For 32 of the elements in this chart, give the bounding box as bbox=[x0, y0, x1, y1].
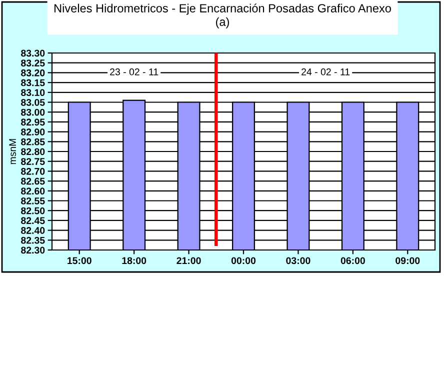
y-tick-label: 82.35 bbox=[21, 236, 45, 244]
y-tick-label: 83.10 bbox=[21, 89, 45, 96]
annotation: 23 - 02 - 11 bbox=[110, 68, 158, 76]
y-tick-label: 83.30 bbox=[21, 50, 45, 57]
y-tick-label: 82.40 bbox=[21, 227, 45, 234]
chart-title: Niveles Hidrometricos - Eje Encarnación Posadas Grafico Anexo (a) bbox=[54, 4, 391, 28]
y-tick-label: 83.15 bbox=[21, 79, 45, 86]
y-tick-label: 82.80 bbox=[21, 148, 45, 156]
y-tick-label: 83.20 bbox=[21, 69, 45, 76]
x-tick-label: 21:00 bbox=[176, 257, 201, 264]
y-tick-label: 82.45 bbox=[21, 217, 45, 224]
x-tick-label: 15:00 bbox=[68, 257, 92, 264]
annotation: 24 - 02 - 11 bbox=[302, 68, 350, 76]
x-tick-label: 06:00 bbox=[340, 257, 365, 264]
y-tick-label: 83.05 bbox=[21, 98, 45, 106]
x-tick-label: 09:00 bbox=[396, 257, 420, 264]
y-tick-label: 82.95 bbox=[21, 118, 45, 126]
y-tick-label: 82.85 bbox=[21, 138, 45, 146]
y-tick-label: 83.25 bbox=[21, 60, 45, 66]
y-tick-label: 82.70 bbox=[21, 168, 45, 175]
y-tick-label: 82.65 bbox=[21, 178, 45, 185]
x-tick-label: 03:00 bbox=[286, 257, 310, 264]
y-tick-label: 82.30 bbox=[21, 246, 45, 254]
y-tick-label: 82.55 bbox=[21, 197, 45, 204]
y-tick-label: 82.90 bbox=[21, 128, 45, 136]
x-tick-label: 18:00 bbox=[122, 257, 146, 264]
y-tick-label: 83.00 bbox=[21, 108, 45, 116]
y-tick-label: 82.75 bbox=[21, 158, 45, 165]
x-tick-label: 00:00 bbox=[231, 257, 256, 264]
y-tick-label: 82.50 bbox=[21, 207, 45, 214]
y-tick-label: 82.60 bbox=[21, 188, 45, 195]
y-axis-title: msnM bbox=[9, 139, 16, 164]
